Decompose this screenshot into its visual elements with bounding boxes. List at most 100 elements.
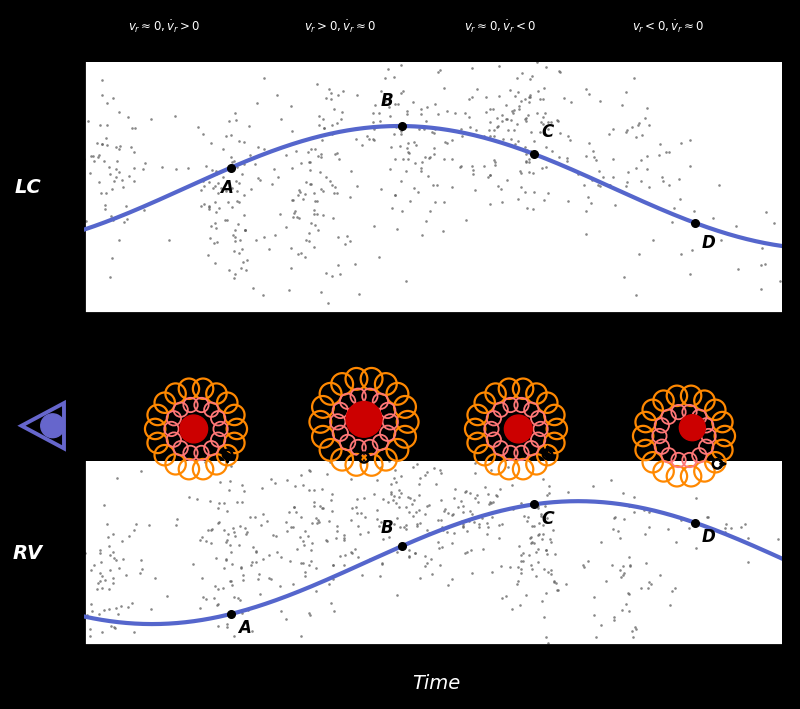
Point: [373, 520, 386, 532]
Point: [690, 542, 702, 553]
Point: [319, 534, 332, 545]
Point: [580, 84, 593, 95]
Point: [290, 543, 303, 554]
Point: [519, 155, 532, 167]
Point: [395, 470, 408, 481]
Point: [394, 125, 407, 137]
Point: [330, 188, 343, 199]
Point: [99, 133, 112, 144]
Point: [335, 113, 348, 124]
Point: [224, 540, 237, 551]
Point: [395, 487, 408, 498]
Point: [390, 498, 402, 509]
Point: [607, 512, 620, 523]
Point: [116, 174, 129, 185]
Point: [438, 82, 450, 94]
Point: [542, 481, 555, 492]
Point: [325, 94, 338, 105]
Point: [491, 121, 504, 132]
Point: [495, 196, 508, 208]
Point: [389, 189, 402, 201]
Text: A: A: [220, 179, 233, 197]
Point: [258, 73, 270, 84]
Point: [593, 165, 606, 177]
Point: [262, 549, 275, 561]
Point: [462, 111, 475, 123]
Point: [194, 201, 207, 212]
Point: [394, 60, 407, 71]
Point: [550, 577, 562, 588]
Point: [634, 583, 647, 594]
Text: B: B: [381, 92, 394, 111]
Point: [424, 152, 437, 163]
Point: [286, 125, 298, 137]
Point: [594, 537, 607, 548]
Point: [102, 584, 115, 595]
Point: [504, 115, 517, 126]
Point: [306, 518, 318, 529]
Point: [117, 554, 130, 565]
Point: [486, 104, 499, 115]
Point: [469, 492, 482, 503]
Point: [112, 235, 125, 246]
Point: [514, 563, 527, 574]
Point: [183, 491, 196, 503]
Point: [308, 484, 321, 495]
Point: [483, 117, 496, 128]
Point: [275, 605, 288, 617]
Point: [235, 243, 248, 255]
Point: [325, 179, 338, 191]
Point: [230, 497, 243, 508]
Point: [226, 558, 238, 569]
Point: [388, 472, 401, 484]
Point: [207, 183, 220, 194]
Point: [462, 94, 475, 105]
Point: [528, 186, 541, 198]
Text: $v_r < 0, \dot{v}_r \approx 0$: $v_r < 0, \dot{v}_r \approx 0$: [632, 18, 704, 35]
Point: [368, 99, 381, 111]
Point: [103, 540, 116, 552]
Point: [327, 573, 340, 584]
Point: [666, 586, 678, 597]
Point: [100, 518, 113, 530]
Point: [522, 512, 534, 523]
Point: [492, 90, 505, 101]
Point: [86, 150, 99, 162]
Point: [238, 225, 251, 236]
Point: [163, 234, 176, 245]
Point: [674, 248, 687, 259]
Point: [537, 528, 550, 540]
Point: [315, 184, 328, 195]
Point: [614, 564, 626, 575]
Point: [225, 547, 238, 558]
Point: [534, 508, 547, 519]
Point: [495, 561, 508, 572]
Point: [447, 527, 460, 539]
Point: [327, 187, 340, 199]
Point: [350, 134, 362, 145]
Point: [94, 567, 106, 579]
Point: [220, 506, 233, 517]
Point: [318, 123, 331, 134]
Point: [110, 142, 122, 153]
Point: [192, 121, 205, 133]
Point: [420, 525, 433, 536]
Point: [144, 113, 157, 125]
Point: [393, 501, 406, 513]
Point: [195, 531, 208, 542]
Point: [250, 545, 262, 557]
Point: [657, 176, 670, 187]
Point: [307, 208, 320, 220]
Point: [238, 209, 251, 220]
Point: [226, 201, 238, 213]
Point: [386, 203, 398, 214]
Point: [437, 524, 450, 535]
Point: [525, 127, 538, 138]
Point: [686, 245, 698, 256]
Point: [410, 458, 423, 469]
Point: [587, 152, 600, 163]
Point: [341, 230, 354, 242]
Point: [542, 566, 555, 577]
Point: [220, 130, 233, 142]
Point: [110, 603, 122, 614]
